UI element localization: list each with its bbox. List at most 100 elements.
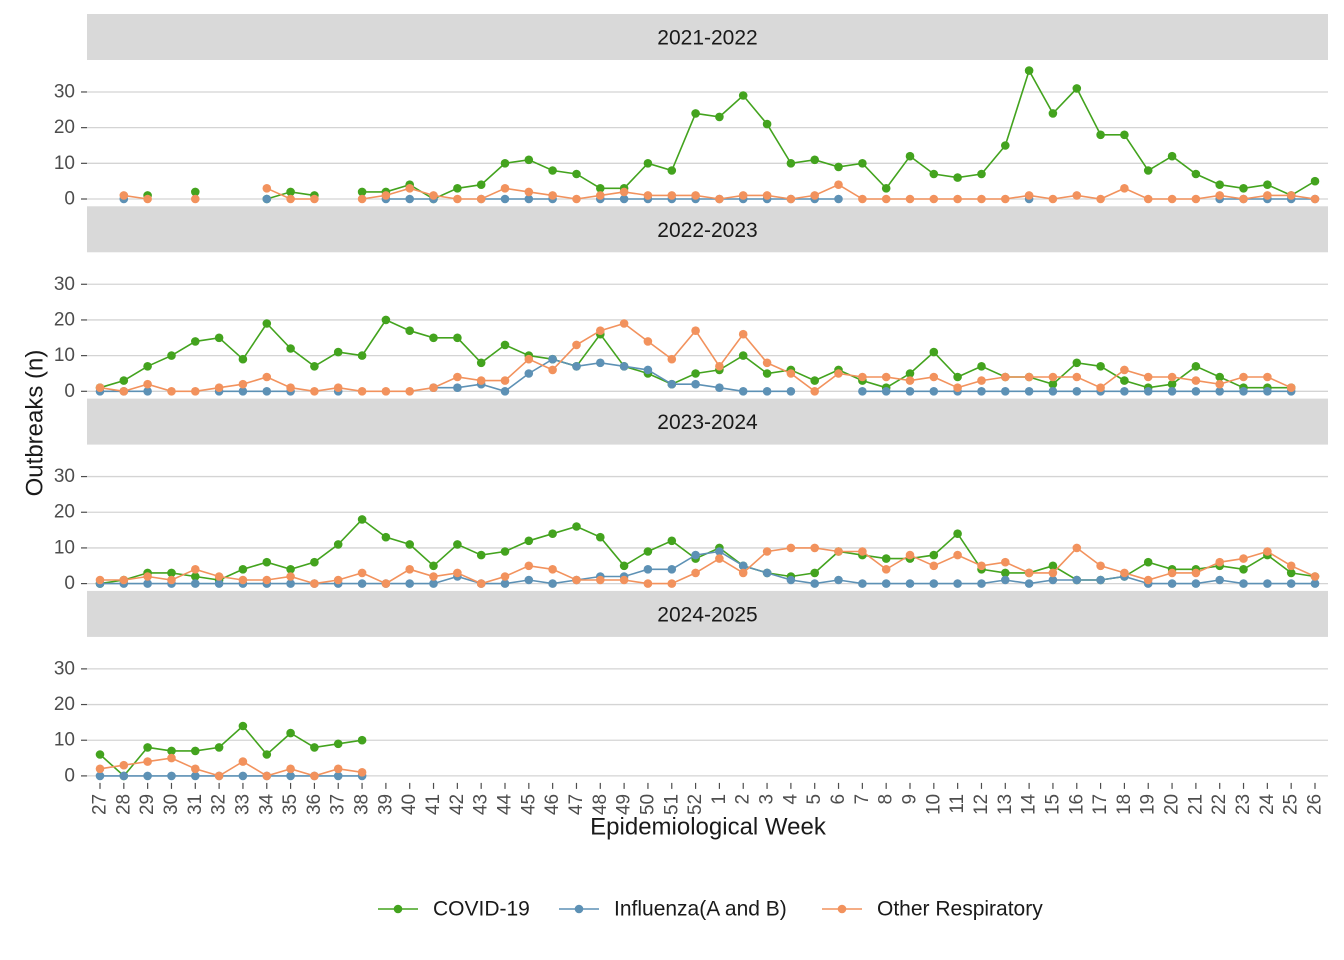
data-point	[381, 579, 391, 588]
data-point	[453, 333, 462, 343]
data-point	[1048, 109, 1058, 118]
data-point	[357, 579, 367, 588]
data-point	[715, 362, 724, 371]
data-point	[762, 568, 772, 578]
data-point	[214, 383, 224, 393]
data-point	[1215, 379, 1224, 389]
x-tick-label: 31	[185, 794, 206, 815]
data-point	[953, 372, 962, 382]
x-tick-label: 1	[709, 794, 730, 805]
data-point	[191, 194, 200, 204]
data-point	[405, 579, 415, 588]
y-tick-label: 10	[54, 153, 75, 174]
data-point	[834, 194, 843, 204]
data-point	[429, 579, 438, 588]
data-point	[786, 543, 796, 553]
series-line	[100, 550, 1315, 585]
data-point	[762, 369, 772, 378]
data-point	[191, 764, 200, 774]
data-point	[524, 194, 534, 204]
data-point	[214, 743, 224, 752]
y-tick-label: 20	[54, 309, 75, 330]
data-point	[1310, 579, 1320, 588]
data-point	[286, 187, 295, 197]
data-point	[1167, 151, 1177, 161]
legend-key-point	[393, 904, 403, 914]
data-point	[238, 354, 248, 364]
data-point	[691, 550, 700, 560]
data-point	[1191, 579, 1201, 588]
facet-2022-2023: 2022-2023 0 10 20 30	[54, 206, 1328, 402]
data-point	[167, 771, 176, 781]
data-point	[1167, 568, 1177, 578]
data-point	[119, 760, 129, 770]
data-point	[500, 579, 510, 588]
y-tick-label: 20	[54, 117, 75, 138]
x-tick-label: 14	[1019, 793, 1040, 815]
data-point	[548, 529, 557, 538]
data-point	[143, 579, 152, 588]
series-Other Respiratory	[95, 319, 1296, 396]
data-point	[548, 191, 557, 200]
data-point	[667, 354, 677, 364]
data-point	[858, 194, 867, 204]
data-point	[738, 568, 748, 578]
data-point	[1191, 568, 1201, 578]
data-point	[214, 579, 224, 588]
data-point	[619, 561, 629, 571]
data-point	[357, 387, 367, 396]
data-point	[548, 579, 557, 588]
x-tick-label: 9	[900, 794, 921, 805]
x-tick-label: 47	[566, 794, 587, 815]
data-point	[643, 191, 653, 200]
legend-item: COVID-19	[378, 898, 530, 921]
data-point	[143, 743, 152, 752]
x-tick-label: 36	[304, 794, 325, 815]
data-point	[119, 575, 129, 585]
data-point	[548, 354, 557, 364]
facet-strip	[87, 14, 1328, 60]
data-point	[1286, 568, 1296, 578]
data-point	[929, 372, 939, 382]
x-tick-label: 49	[614, 794, 635, 815]
data-point	[214, 572, 224, 581]
data-point	[500, 159, 510, 168]
data-point	[1143, 194, 1153, 204]
data-point	[286, 579, 295, 588]
y-tick-label: 0	[64, 573, 75, 594]
data-point	[691, 326, 700, 336]
data-point	[262, 372, 272, 382]
data-point	[881, 184, 891, 193]
x-tick-label: 26	[1305, 794, 1326, 815]
data-point	[929, 550, 939, 560]
data-point	[476, 358, 486, 368]
data-point	[619, 319, 629, 328]
data-point	[953, 550, 962, 560]
data-point	[596, 575, 605, 585]
data-point	[524, 561, 534, 571]
data-point	[596, 191, 605, 200]
facet-strip-label: 2021-2022	[657, 27, 757, 50]
data-point	[1072, 387, 1082, 396]
data-point	[715, 112, 724, 122]
data-point	[691, 191, 700, 200]
data-point	[1215, 557, 1224, 567]
data-point	[905, 151, 915, 161]
data-point	[1167, 379, 1177, 389]
data-point	[810, 155, 819, 165]
facet-2023-2024: 2023-2024 0 10 20 30	[54, 398, 1328, 594]
x-tick-label: 35	[280, 794, 301, 815]
data-point	[1167, 579, 1177, 588]
facet-strip	[87, 206, 1328, 253]
series-line	[99, 518, 1316, 585]
x-tick-label: 16	[1066, 794, 1087, 815]
facet-strip	[87, 398, 1328, 445]
data-point	[691, 568, 700, 578]
data-point	[905, 194, 915, 204]
data-point	[333, 764, 343, 774]
data-point	[905, 369, 915, 378]
x-tick-label: 23	[1233, 794, 1254, 815]
x-axis: 27 28 29 30 31 32 33 34 35 36 37 38 39 40 41 42 43 44 45 46…	[90, 782, 1326, 815]
data-point	[1048, 387, 1058, 396]
x-tick-label: 28	[113, 794, 134, 815]
